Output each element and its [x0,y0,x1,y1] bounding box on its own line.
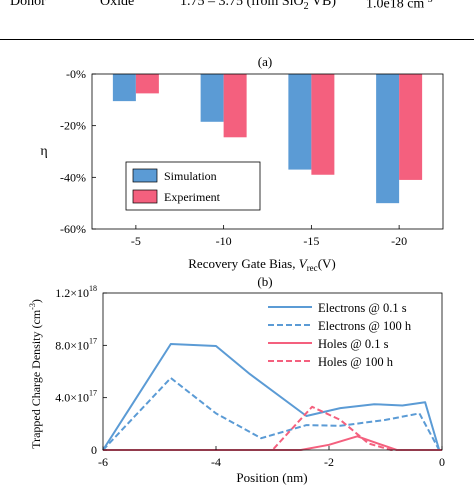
bar-experiment-neg10 [223,74,247,138]
x-tick-label: -2 [324,455,334,469]
bar-chart-x-ticks: -5 -10 -15 -20 [131,225,407,248]
bar-chart-y-label: η [40,144,47,159]
x-tick-label: -4 [211,455,221,469]
table-cell-energy: 1.75 – 3.75 (from SiO2 VB) [180,0,337,12]
legend-swatch-simulation [132,168,158,183]
legend-label-experiment: Experiment [164,190,221,204]
x-tick-label: 0 [439,455,445,469]
table-bottom-rule [0,39,474,40]
line-chart-legend: Electrons @ 0.1 s Electrons @ 100 h Hole… [268,301,412,369]
panel-b-label: (b) [257,274,272,289]
legend-label-electrons-100h: Electrons @ 100 h [318,319,412,333]
bar-chart-bars [112,74,423,204]
y-tick-label: -40% [60,170,86,184]
series-line-2 [103,435,442,451]
legend-label-holes-100h: Holes @ 100 h [318,355,394,369]
legend-label-simulation: Simulation [164,169,217,183]
legend-label-holes-0-1s: Holes @ 0.1 s [318,337,389,351]
table-row: Donor Oxide 1.75 – 3.75 (from SiO2 VB) 1… [0,0,474,22]
line-chart-frame [102,292,443,451]
table-cell-region: Oxide [100,0,135,9]
y-tick-label: 8.0×1017 [55,336,97,352]
bar-simulation-neg15 [288,74,312,170]
bar-experiment-neg15 [311,74,335,175]
bar-chart-x-label: Recovery Gate Bias, Vrec(V) [188,256,335,273]
x-tick-label: -10 [216,234,232,248]
table-cell-type: Donor [10,0,46,9]
bar-experiment-neg20 [399,74,423,180]
line-chart-x-ticks: -6 -4 -2 0 [98,446,445,469]
y-tick-label: -60% [60,222,86,236]
series-line-1 [102,377,441,451]
series-line-3 [103,405,442,451]
line-chart-y-ticks: 0 4.0×1017 8.0×1017 1.2×1018 [55,284,107,457]
bar-chart-frame [91,73,444,230]
x-tick-label: -6 [98,455,108,469]
bar-chart-legend: Simulation Experiment [125,161,261,211]
y-tick-label: 0 [91,443,97,457]
line-chart-x-label: Position (nm) [236,470,307,485]
x-tick-label: -20 [391,234,407,248]
y-tick-label: -20% [60,119,86,133]
bar-simulation-neg10 [200,74,224,122]
bar-chart-y-ticks: -0% -20% -40% -60% [60,67,96,236]
x-tick-label: -5 [131,234,141,248]
bar-experiment-neg5 [135,74,159,94]
table-cell-density: 1.0e18 cm-3 [366,0,433,12]
panel-a-label: (a) [258,54,272,69]
x-tick-label: -15 [303,234,319,248]
line-chart-y-label: Trapped Charge Density (cm-3) [28,299,43,449]
y-tick-label: 1.2×1018 [55,284,97,300]
legend-swatch-experiment [132,189,158,204]
legend-label-electrons-0-1s: Electrons @ 0.1 s [318,301,407,315]
bar-simulation-neg20 [376,74,400,204]
y-tick-label: 4.0×1017 [55,389,97,405]
series-line-0 [102,343,441,451]
y-tick-label: -0% [66,67,86,81]
bar-simulation-neg5 [112,74,136,102]
